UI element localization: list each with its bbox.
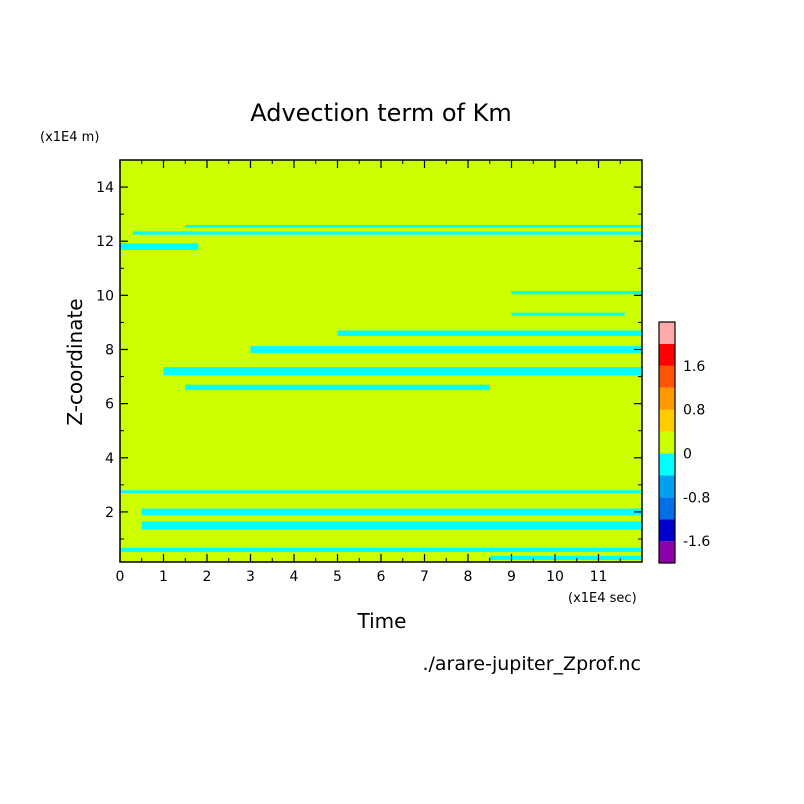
- colorbar-swatch-9: [659, 343, 675, 366]
- x-tick-label-2: 2: [203, 569, 212, 585]
- x-tick-label-1: 1: [159, 569, 168, 585]
- negative-region-11: [141, 521, 642, 530]
- x-tick-label-11: 11: [590, 569, 608, 585]
- x-axis-ticks: 0 1 2 3 4 5 6 7 8 9 10 11: [116, 160, 621, 585]
- chart-title: Advection term of Km: [250, 99, 512, 127]
- colorbar-swatch-7: [659, 387, 675, 410]
- colorbar-swatch-1: [659, 519, 675, 542]
- colorbar-swatch-5: [659, 431, 675, 454]
- negative-region-12: [120, 547, 642, 552]
- x-axis-label: Time: [357, 609, 407, 633]
- y-tick-label-0: 2: [105, 505, 114, 521]
- y-axis-ticks: 2 4 6 8 10 12 14: [96, 180, 642, 540]
- colorbar-swatch-3: [659, 475, 675, 498]
- y-tick-label-6: 14: [96, 180, 114, 196]
- colorbar-tick-label-2: 0: [683, 446, 692, 462]
- negative-region-5: [337, 330, 642, 336]
- x-tick-label-8: 8: [464, 569, 473, 585]
- y-tick-label-3: 8: [105, 342, 114, 358]
- x-tick-label-10: 10: [546, 569, 564, 585]
- colorbar-frame: [658, 321, 676, 564]
- field-background: [120, 160, 642, 562]
- negative-region-7: [163, 367, 642, 376]
- source-file-label: ./arare-jupiter_Zprof.nc: [422, 653, 641, 675]
- negative-region-0: [133, 231, 643, 235]
- colorbar-swatch-6: [659, 409, 675, 432]
- colorbar-ticks: 1.6 0.8 0 -0.8 -1.6: [683, 359, 710, 550]
- x-tick-label-4: 4: [290, 569, 299, 585]
- colorbar-swatch-10: [659, 322, 675, 344]
- colorbar-tick-label-0: 1.6: [683, 359, 705, 375]
- x-tick-label-6: 6: [377, 569, 386, 585]
- y-tick-label-4: 10: [96, 288, 114, 304]
- negative-region-13: [489, 555, 642, 560]
- colorbar-swatch-0: [659, 541, 675, 563]
- negative-region-8: [185, 384, 490, 391]
- negative-region-6: [250, 346, 642, 353]
- x-tick-label-0: 0: [116, 569, 125, 585]
- y-tick-label-5: 12: [96, 234, 114, 250]
- negative-region-1: [185, 224, 642, 228]
- negative-region-9: [120, 490, 642, 493]
- y-tick-label-2: 6: [105, 397, 114, 413]
- negative-region-3: [511, 291, 642, 295]
- y-axis-label: Z-coordinate: [63, 298, 87, 425]
- colorbar-swatch-2: [659, 497, 675, 520]
- y-axis-unit: (x1E4 m): [40, 130, 99, 145]
- colorbar-tick-label-3: -0.8: [683, 490, 710, 506]
- x-tick-label-5: 5: [333, 569, 342, 585]
- negative-region-10: [141, 508, 642, 516]
- plot-area: [120, 160, 643, 562]
- x-tick-label-3: 3: [246, 569, 255, 585]
- colorbar-swatch-8: [659, 365, 675, 388]
- x-tick-label-7: 7: [420, 569, 429, 585]
- negative-region-2: [120, 243, 199, 251]
- x-axis-unit: (x1E4 sec): [568, 591, 637, 606]
- colorbar: [658, 321, 676, 564]
- x-tick-label-9: 9: [507, 569, 516, 585]
- colorbar-tick-label-4: -1.6: [683, 534, 710, 550]
- negative-region-4: [511, 312, 625, 316]
- y-tick-label-1: 4: [105, 451, 114, 467]
- colorbar-swatch-4: [659, 453, 675, 476]
- colorbar-tick-label-1: 0.8: [683, 403, 705, 419]
